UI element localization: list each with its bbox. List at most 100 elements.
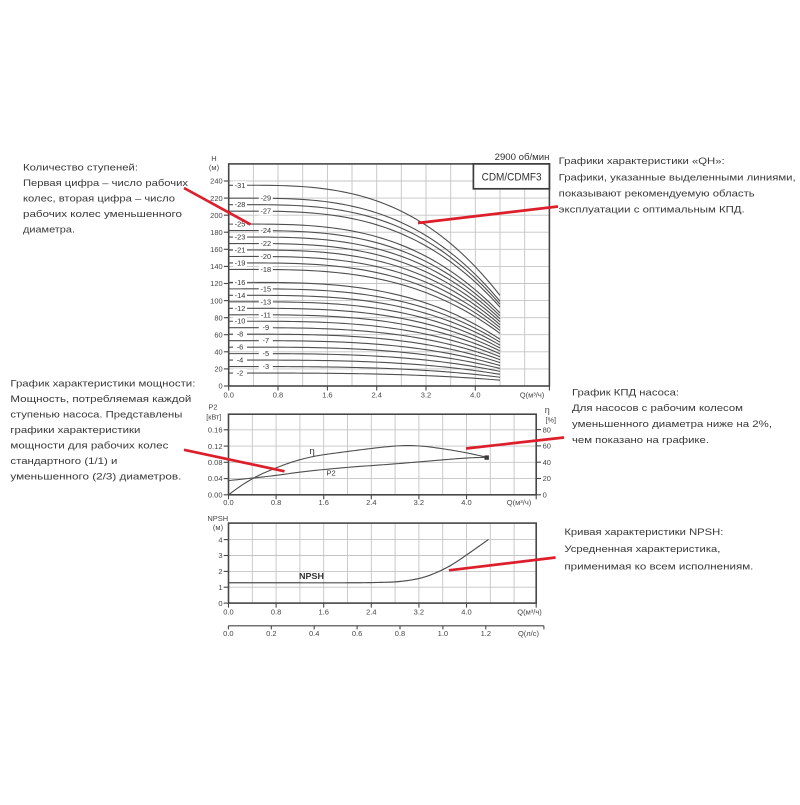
svg-text:-25: -25 — [235, 220, 246, 229]
svg-text:0: 0 — [543, 491, 547, 500]
svg-text:80: 80 — [543, 425, 551, 434]
svg-text:0.8: 0.8 — [395, 629, 405, 638]
svg-text:-4: -4 — [237, 356, 244, 365]
svg-text:(м): (м) — [213, 523, 224, 532]
svg-text:[%]: [%] — [546, 415, 556, 424]
svg-text:колес, вторая цифра – число: колес, вторая цифра – число — [23, 193, 175, 204]
svg-text:0.8: 0.8 — [271, 608, 281, 617]
svg-text:4: 4 — [218, 535, 222, 544]
svg-text:-12: -12 — [235, 304, 246, 313]
svg-text:1.2: 1.2 — [481, 629, 491, 638]
svg-text:Q(м³/ч): Q(м³/ч) — [507, 498, 532, 507]
svg-text:40: 40 — [543, 458, 551, 467]
svg-text:120: 120 — [210, 279, 223, 288]
svg-text:20: 20 — [214, 365, 222, 374]
svg-text:NPSH: NPSH — [299, 572, 324, 581]
svg-text:20: 20 — [543, 474, 551, 483]
svg-text:-22: -22 — [260, 239, 271, 248]
svg-text:0.16: 0.16 — [208, 426, 223, 435]
svg-text:-13: -13 — [260, 297, 271, 306]
svg-text:0: 0 — [218, 599, 222, 608]
svg-text:40: 40 — [214, 348, 222, 357]
svg-text:60: 60 — [214, 330, 222, 339]
svg-text:4.0: 4.0 — [470, 390, 480, 399]
svg-text:P2: P2 — [327, 469, 336, 478]
svg-text:3.2: 3.2 — [421, 390, 431, 399]
svg-text:1.6: 1.6 — [318, 498, 328, 507]
svg-text:Q(м³/ч): Q(м³/ч) — [520, 390, 545, 399]
svg-text:Для насосов с рабочим колесом: Для насосов с рабочим колесом — [572, 403, 743, 414]
svg-text:3.2: 3.2 — [414, 498, 424, 507]
svg-text:0.0: 0.0 — [223, 608, 233, 617]
svg-text:0.0: 0.0 — [223, 390, 233, 399]
svg-text:1.6: 1.6 — [322, 390, 332, 399]
svg-text:Q(л/с): Q(л/с) — [518, 629, 540, 638]
svg-text:Кривая характеристики NPSH:: Кривая характеристики NPSH: — [564, 527, 723, 538]
svg-text:3.2: 3.2 — [414, 608, 424, 617]
svg-text:рабочих колес уменьшенного: рабочих колес уменьшенного — [23, 209, 182, 220]
svg-text:-29: -29 — [260, 194, 271, 203]
svg-text:-9: -9 — [263, 323, 270, 332]
svg-text:графики характеристики: графики характеристики — [10, 425, 140, 436]
svg-text:0.0: 0.0 — [223, 629, 233, 638]
svg-text:3: 3 — [218, 551, 222, 560]
svg-text:η: η — [545, 405, 550, 415]
svg-text:[кВт]: [кВт] — [206, 412, 221, 421]
svg-text:1.6: 1.6 — [318, 608, 328, 617]
svg-text:-31: -31 — [235, 181, 246, 190]
svg-text:чем показано на графике.: чем показано на графике. — [572, 435, 709, 446]
svg-text:Графики характеристики «QH»:: Графики характеристики «QH»: — [559, 156, 725, 167]
svg-text:0.4: 0.4 — [309, 629, 319, 638]
svg-text:2: 2 — [218, 567, 222, 576]
svg-text:эксплуатации с оптимальным КПД: эксплуатации с оптимальным КПД. — [559, 205, 745, 216]
svg-text:0.8: 0.8 — [271, 498, 281, 507]
svg-text:-19: -19 — [235, 259, 246, 268]
svg-text:4.0: 4.0 — [461, 498, 471, 507]
svg-text:NPSH: NPSH — [207, 514, 228, 523]
svg-text:60: 60 — [543, 442, 551, 451]
svg-text:уменьшенного диаметра ниже на: уменьшенного диаметра ниже на 2%, — [572, 419, 772, 430]
svg-text:1.0: 1.0 — [438, 629, 448, 638]
svg-text:показывают рекомендуемую облас: показывают рекомендуемую область — [559, 189, 755, 200]
svg-text:-2: -2 — [237, 369, 244, 378]
svg-text:0.6: 0.6 — [352, 629, 362, 638]
svg-text:мощности для рабочих колес: мощности для рабочих колес — [10, 441, 168, 452]
svg-text:160: 160 — [210, 245, 223, 254]
svg-text:-27: -27 — [260, 207, 271, 216]
svg-text:-24: -24 — [260, 226, 271, 235]
svg-text:0.04: 0.04 — [208, 474, 223, 483]
svg-text:2.4: 2.4 — [371, 390, 381, 399]
svg-text:180: 180 — [210, 228, 223, 237]
svg-text:-16: -16 — [235, 278, 246, 287]
svg-text:-6: -6 — [237, 343, 244, 352]
svg-text:CDM/CDMF3: CDM/CDMF3 — [482, 172, 542, 184]
svg-text:-3: -3 — [263, 362, 270, 371]
svg-text:η: η — [310, 446, 315, 457]
svg-text:-28: -28 — [235, 200, 246, 209]
svg-text:2.4: 2.4 — [366, 498, 376, 507]
svg-text:4.0: 4.0 — [461, 608, 471, 617]
svg-text:-20: -20 — [260, 252, 271, 261]
svg-text:Q(м³/ч): Q(м³/ч) — [517, 608, 542, 617]
svg-text:применимая ко всем исполнениям: применимая ко всем исполнениям. — [564, 561, 753, 572]
svg-text:2.4: 2.4 — [366, 608, 376, 617]
svg-text:140: 140 — [210, 262, 223, 271]
svg-text:График характеристики мощности: График характеристики мощности: — [10, 379, 195, 390]
svg-text:0.08: 0.08 — [208, 458, 223, 467]
svg-text:ступенью насоса. Представлены: ступенью насоса. Представлены — [10, 410, 182, 421]
svg-text:-7: -7 — [263, 336, 270, 345]
svg-text:240: 240 — [210, 177, 223, 186]
svg-text:200: 200 — [210, 211, 223, 220]
svg-text:100: 100 — [210, 296, 223, 305]
svg-text:0.2: 0.2 — [266, 629, 276, 638]
svg-text:-23: -23 — [235, 233, 246, 242]
svg-text:-8: -8 — [237, 330, 244, 339]
svg-text:0.0: 0.0 — [223, 498, 233, 507]
svg-text:(м): (м) — [209, 163, 220, 172]
svg-text:График КПД насоса:: График КПД насоса: — [572, 387, 679, 398]
svg-text:H: H — [211, 154, 216, 163]
svg-text:стандартного (1/1) и: стандартного (1/1) и — [10, 456, 117, 467]
svg-text:-18: -18 — [260, 265, 271, 274]
svg-text:80: 80 — [214, 313, 222, 322]
svg-text:-11: -11 — [261, 310, 271, 319]
